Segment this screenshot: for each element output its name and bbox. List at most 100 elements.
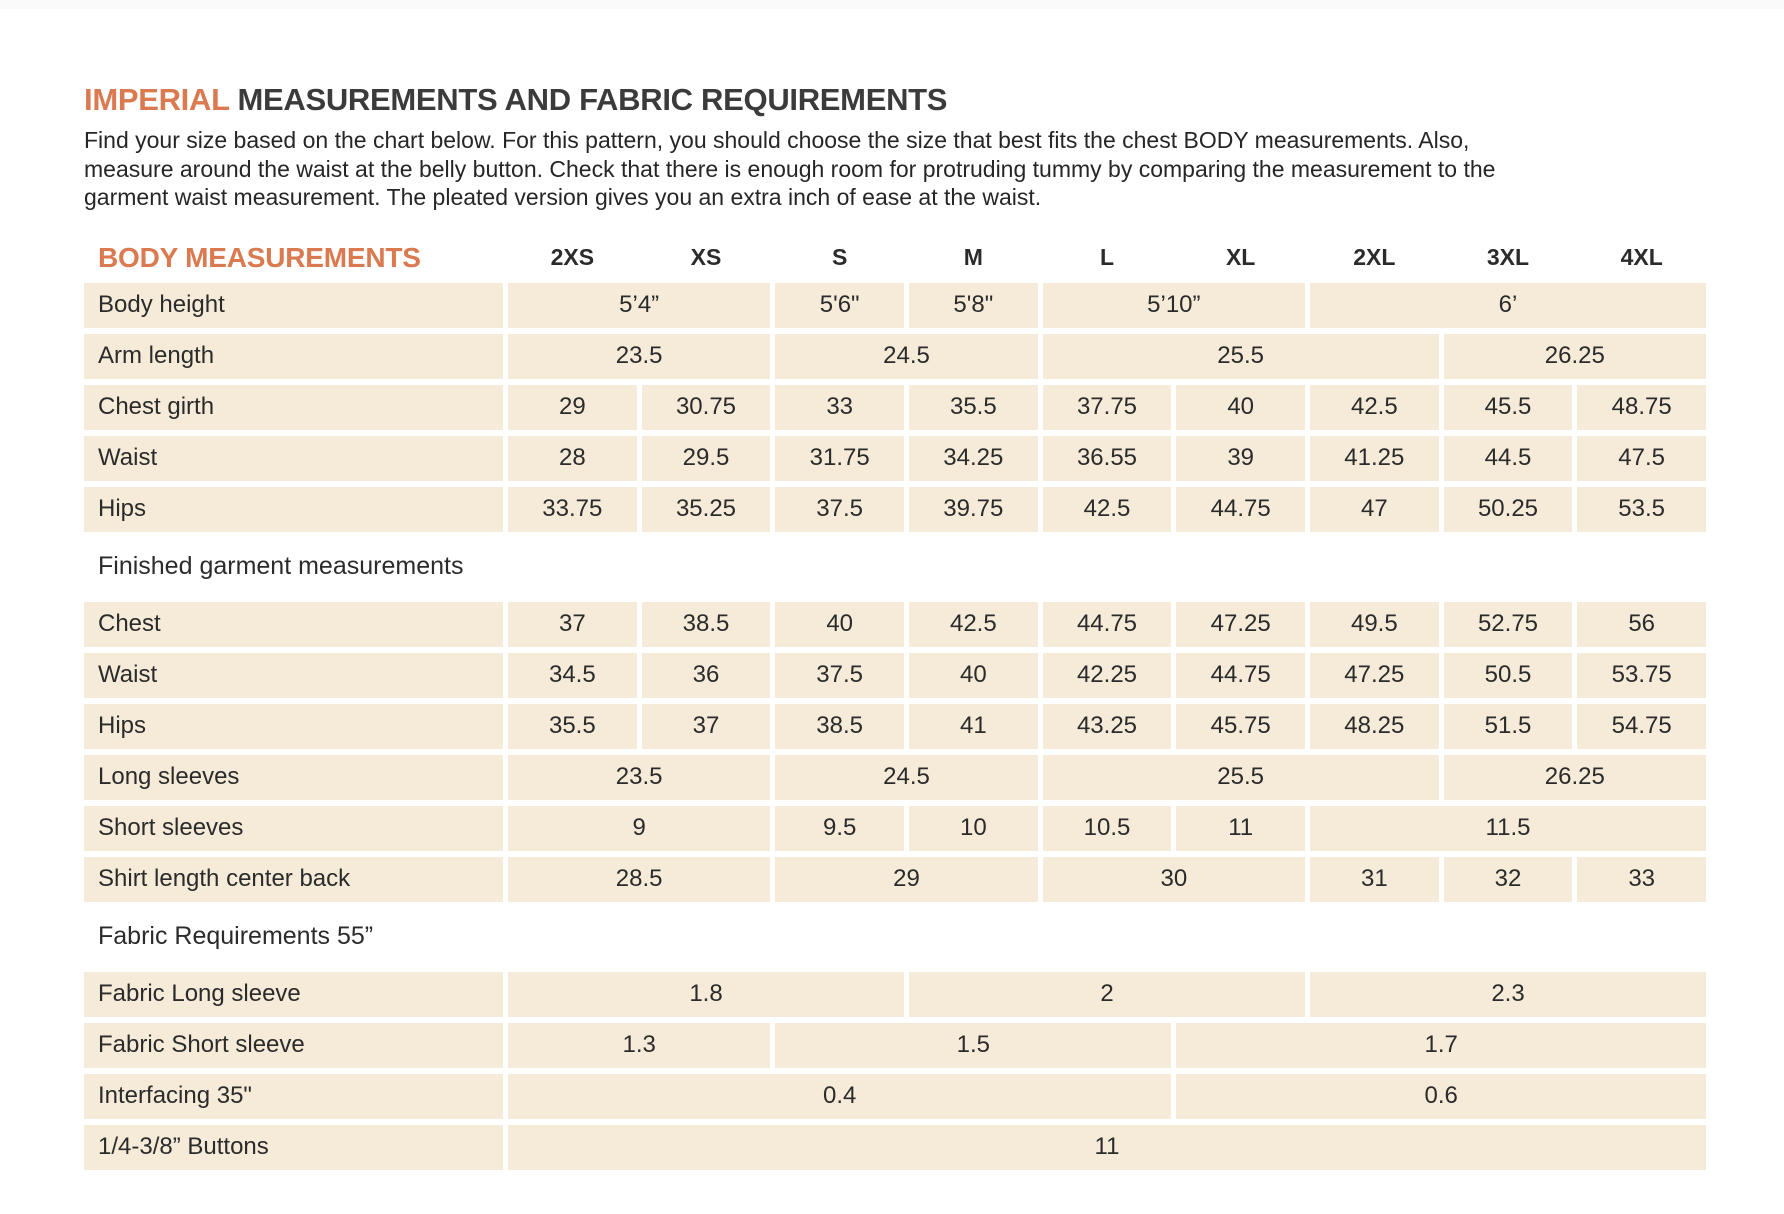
value-cell-interfacing-35: 0.4 bbox=[508, 1073, 1172, 1119]
value-cell-body-height: 5'6" bbox=[775, 282, 904, 328]
value-cell-short-sleeves: 11 bbox=[1176, 805, 1305, 851]
value-cell-hips: 42.5 bbox=[1042, 486, 1172, 532]
value-cell-chest: 52.75 bbox=[1443, 601, 1573, 647]
value-cell-chest-girth: 29 bbox=[508, 384, 637, 430]
value-cell-hips: 37 bbox=[641, 703, 771, 749]
page-title-rest: MEASUREMENTS AND FABRIC REQUIREMENTS bbox=[237, 82, 948, 117]
value-cell-hips: 51.5 bbox=[1443, 703, 1573, 749]
row-label-waist: Waist bbox=[84, 435, 503, 481]
value-cell-chest-girth: 40 bbox=[1176, 384, 1305, 430]
page-title-accent: IMPERIAL bbox=[84, 82, 230, 117]
value-cell-hips: 48.25 bbox=[1310, 703, 1439, 749]
value-cell-interfacing-35: 0.6 bbox=[1176, 1073, 1706, 1119]
value-cell-long-sleeves: 25.5 bbox=[1042, 754, 1439, 800]
value-cell-waist: 29.5 bbox=[641, 435, 771, 481]
value-cell-fabric-long-sleeve: 1.8 bbox=[508, 971, 904, 1017]
value-cell-chest-girth: 48.75 bbox=[1577, 384, 1706, 430]
value-cell-shirt-length-center-back: 30 bbox=[1042, 856, 1305, 902]
size-column-header-2xl: 2XL bbox=[1353, 244, 1396, 270]
value-cell-waist: 47.25 bbox=[1310, 652, 1439, 698]
size-column-header-xl: XL bbox=[1225, 244, 1256, 270]
value-cell-body-height: 5’10” bbox=[1042, 282, 1305, 328]
value-cell-long-sleeves: 23.5 bbox=[508, 754, 771, 800]
value-cell-waist: 34.25 bbox=[909, 435, 1038, 481]
row-label-interfacing-35: Interfacing 35" bbox=[84, 1073, 503, 1119]
row-label-1-4-3-8-buttons: 1/4-3/8” Buttons bbox=[84, 1124, 503, 1170]
value-cell-waist: 40 bbox=[909, 652, 1038, 698]
value-cell-waist: 31.75 bbox=[775, 435, 904, 481]
page-title: IMPERIAL MEASUREMENTS AND FABRIC REQUIRE… bbox=[84, 81, 1706, 119]
value-cell-chest: 40 bbox=[775, 601, 904, 647]
value-cell-fabric-long-sleeve: 2.3 bbox=[1310, 971, 1706, 1017]
value-cell-shirt-length-center-back: 32 bbox=[1443, 856, 1573, 902]
value-cell-waist: 36.55 bbox=[1042, 435, 1172, 481]
value-cell-waist: 42.25 bbox=[1042, 652, 1172, 698]
value-cell-body-height: 5'8" bbox=[909, 282, 1038, 328]
value-cell-hips: 43.25 bbox=[1042, 703, 1172, 749]
page-top-strip bbox=[0, 0, 1784, 9]
value-cell-fabric-long-sleeve: 2 bbox=[909, 971, 1305, 1017]
value-cell-waist: 34.5 bbox=[508, 652, 637, 698]
value-cell-waist: 44.5 bbox=[1443, 435, 1573, 481]
value-cell-chest-girth: 35.5 bbox=[909, 384, 1038, 430]
row-label-waist: Waist bbox=[84, 652, 503, 698]
value-cell-waist: 47.5 bbox=[1577, 435, 1706, 481]
value-cell-chest: 37 bbox=[508, 601, 637, 647]
row-label-body-height: Body height bbox=[84, 282, 503, 328]
value-cell-chest-girth: 42.5 bbox=[1310, 384, 1439, 430]
value-cell-hips: 39.75 bbox=[909, 486, 1038, 532]
size-column-header-xs: XS bbox=[690, 244, 722, 270]
size-column-header-m: M bbox=[963, 244, 983, 270]
value-cell-hips: 44.75 bbox=[1176, 486, 1305, 532]
value-cell-waist: 50.5 bbox=[1443, 652, 1573, 698]
row-label-hips: Hips bbox=[84, 486, 503, 532]
value-cell-waist: 36 bbox=[641, 652, 771, 698]
value-cell-body-height: 6’ bbox=[1310, 282, 1706, 328]
row-label-long-sleeves: Long sleeves bbox=[84, 754, 503, 800]
size-column-header-s: S bbox=[831, 244, 848, 270]
value-cell-chest-girth: 33 bbox=[775, 384, 904, 430]
row-label-fabric-short-sleeve: Fabric Short sleeve bbox=[84, 1022, 503, 1068]
size-column-header-3xl: 3XL bbox=[1486, 244, 1530, 270]
value-cell-chest-girth: 37.75 bbox=[1042, 384, 1172, 430]
value-cell-short-sleeves: 9 bbox=[508, 805, 771, 851]
value-cell-hips: 47 bbox=[1310, 486, 1439, 532]
value-cell-hips: 45.75 bbox=[1176, 703, 1305, 749]
row-label-arm-length: Arm length bbox=[84, 333, 503, 379]
value-cell-hips: 53.5 bbox=[1577, 486, 1706, 532]
value-cell-hips: 50.25 bbox=[1443, 486, 1573, 532]
value-cell-chest-girth: 45.5 bbox=[1443, 384, 1573, 430]
value-cell-shirt-length-center-back: 29 bbox=[775, 856, 1038, 902]
value-cell-chest: 49.5 bbox=[1310, 601, 1439, 647]
value-cell-long-sleeves: 26.25 bbox=[1443, 754, 1706, 800]
intro-text: Find your size based on the chart below.… bbox=[84, 127, 1496, 210]
value-cell-long-sleeves: 24.5 bbox=[775, 754, 1038, 800]
value-cell-fabric-short-sleeve: 1.3 bbox=[508, 1022, 771, 1068]
value-cell-hips: 41 bbox=[909, 703, 1038, 749]
value-cell-hips: 54.75 bbox=[1577, 703, 1706, 749]
section-header-finished-garment-measurements: Finished garment measurements bbox=[84, 537, 1706, 596]
row-label-hips: Hips bbox=[84, 703, 503, 749]
value-cell-shirt-length-center-back: 33 bbox=[1577, 856, 1706, 902]
value-cell-short-sleeves: 11.5 bbox=[1310, 805, 1706, 851]
value-cell-hips: 33.75 bbox=[508, 486, 637, 532]
value-cell-hips: 35.25 bbox=[641, 486, 771, 532]
row-label-chest-girth: Chest girth bbox=[84, 384, 503, 430]
value-cell-short-sleeves: 10.5 bbox=[1042, 805, 1172, 851]
row-label-short-sleeves: Short sleeves bbox=[84, 805, 503, 851]
size-column-header-l: L bbox=[1099, 244, 1115, 270]
value-cell-waist: 44.75 bbox=[1176, 652, 1305, 698]
value-cell-hips: 37.5 bbox=[775, 486, 904, 532]
size-column-header-2xs: 2XS bbox=[550, 244, 595, 270]
value-cell-fabric-short-sleeve: 1.7 bbox=[1176, 1022, 1706, 1068]
value-cell-waist: 41.25 bbox=[1310, 435, 1439, 481]
row-label-chest: Chest bbox=[84, 601, 503, 647]
value-cell-chest: 47.25 bbox=[1176, 601, 1305, 647]
value-cell-short-sleeves: 9.5 bbox=[775, 805, 904, 851]
measurements-table: BODY MEASUREMENTS 2XS XS S M L XL 2XL 3XL 4XL Body… bbox=[84, 239, 1706, 1170]
value-cell-arm-length: 24.5 bbox=[775, 333, 1038, 379]
value-cell-hips: 38.5 bbox=[775, 703, 904, 749]
value-cell-arm-length: 25.5 bbox=[1042, 333, 1439, 379]
row-label-fabric-long-sleeve: Fabric Long sleeve bbox=[84, 971, 503, 1017]
value-cell-chest-girth: 30.75 bbox=[641, 384, 771, 430]
